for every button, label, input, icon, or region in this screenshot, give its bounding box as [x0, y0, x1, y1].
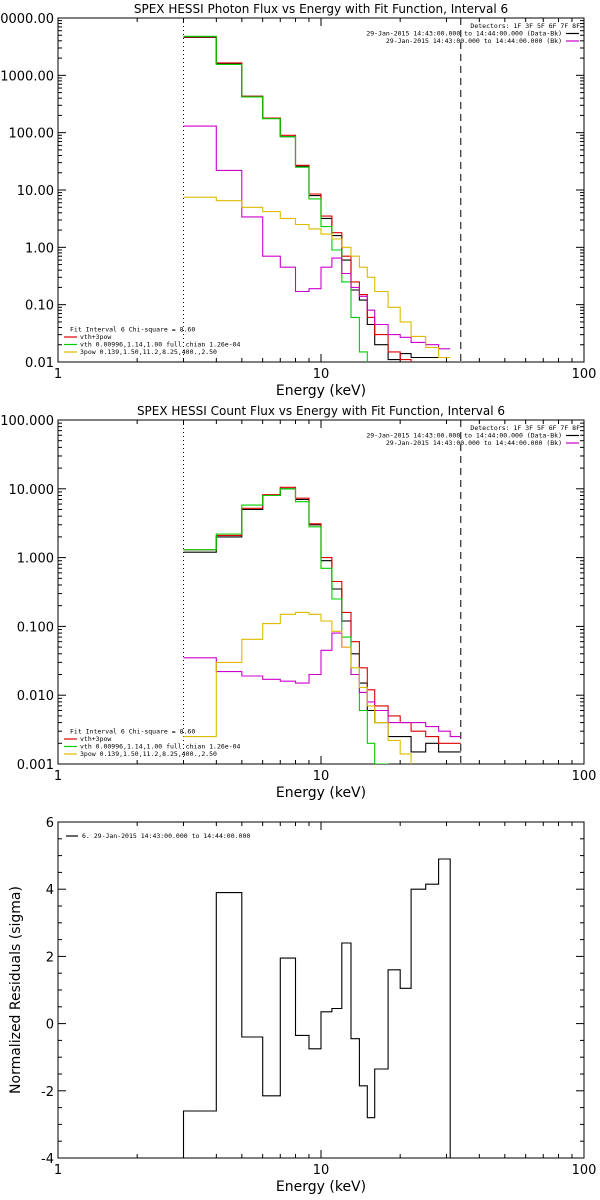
chart-title: SPEX HESSI Photon Flux vs Energy with Fi… [134, 2, 508, 16]
x-axis-label: Energy (keV) [276, 785, 366, 801]
x-tick-label: 100 [572, 1163, 597, 1178]
chart-panel-1: SPEX HESSI Photon Flux vs Energy with Fi… [0, 2, 596, 399]
y-tick-label: 100.000 [0, 414, 54, 429]
plot-frame [57, 419, 585, 765]
legend-entry: 29-Jan-2015 14:43:00.000 to 14:44:00.000… [366, 30, 562, 38]
y-tick-label: 4 [46, 883, 54, 898]
y-tick-label: 10.00 [17, 184, 54, 199]
y-tick-label: 0.100 [17, 620, 54, 635]
x-tick-label: 1 [54, 769, 62, 784]
y-tick-label: 0.001 [17, 758, 54, 773]
y-tick-label: 1.000 [17, 552, 54, 567]
y-tick-label: 0.10 [25, 299, 54, 314]
y-tick-label: 0 [46, 1018, 54, 1033]
legend-entry: 3pow 0.139,1.50,11.2,8.25,400.,2.50 [80, 348, 217, 356]
legend-entry: Detectors: 1F 3F 5F 6F 7F 8F [470, 22, 580, 30]
series-group [183, 486, 461, 764]
x-axis-label: Energy (keV) [276, 1179, 366, 1195]
legend-entry: 29-Jan-2015 14:43:00.000 to 14:44:00.000… [366, 432, 562, 440]
series-line-4 [183, 632, 461, 738]
plot-frame [57, 821, 585, 1159]
x-tick-label: 10 [313, 769, 330, 784]
chart-title: SPEX HESSI Count Flux vs Energy with Fit… [137, 404, 505, 418]
legend-entry: 29-Jan-2015 14:43:00.000 to 14:44:00.000… [386, 439, 562, 447]
y-tick-label: 100.00 [9, 127, 55, 142]
series-group [183, 35, 451, 362]
y-tick-label: 1000.00 [0, 69, 54, 84]
x-tick-label: 100 [572, 367, 597, 382]
x-tick-label: 10 [313, 367, 330, 382]
legend-entry: vth 0.00996,1.14,1.00 full chian 1.26e-0… [80, 743, 241, 751]
y-tick-label: 0.010 [17, 689, 54, 704]
series-line-2 [183, 486, 461, 744]
legend-entry: vth+3pow [80, 735, 111, 743]
series-line-5 [183, 611, 412, 764]
series-group [182, 858, 451, 1158]
series-line-3 [183, 488, 389, 764]
y-axis-label: Normalized Residuals (sigma) [8, 886, 24, 1094]
legend-entry: vth 0.00996,1.14,1.00 full chian 1.26e-0… [80, 341, 241, 349]
y-tick-label: 10000.00 [0, 12, 54, 27]
legend-entry: vth+3pow [80, 333, 111, 341]
y-tick-label: 1.00 [25, 241, 54, 256]
y-tick-label: 2 [46, 950, 54, 965]
legend-entry: Fit Interval 6 Chi-square = 8.60 [70, 728, 195, 736]
chart-panel-2: SPEX HESSI Count Flux vs Energy with Fit… [0, 404, 596, 801]
legend-entry: Fit Interval 6 Chi-square = 8.60 [70, 326, 195, 334]
series-line-5 [183, 196, 451, 359]
plot-frame [57, 17, 585, 363]
series-line-4 [183, 125, 451, 350]
series-line-1 [183, 488, 461, 753]
legend-entry: 3pow 0.139,1.50,11.2,8.25,400.,2.50 [80, 750, 217, 758]
legend-entry: 29-Jan-2015 14:43:00.000 to 14:44:00.000… [386, 37, 562, 45]
y-tick-label: 6 [46, 816, 54, 831]
x-axis-label: Energy (keV) [276, 383, 366, 399]
y-tick-label: -4 [41, 1152, 54, 1167]
chart-panel-3: 1 10 100 Energy (keV) -4 -2 0 2 4 6 Normalized Res… [8, 816, 596, 1195]
series-line-1 [182, 858, 451, 1158]
x-tick-label: 1 [54, 367, 62, 382]
x-tick-label: 10 [313, 1163, 330, 1178]
y-tick-label: 0.01 [25, 356, 54, 371]
x-tick-label: 1 [54, 1163, 62, 1178]
legend-entry: 6. 29-Jan-2015 14:43:00.000 to 14:44:00.… [82, 832, 250, 840]
y-tick-label: -2 [41, 1085, 54, 1100]
x-tick-label: 100 [572, 769, 597, 784]
series-line-3 [183, 35, 368, 362]
series-line-2 [183, 36, 412, 362]
legend-entry: Detectors: 1F 3F 5F 6F 7F 8F [470, 424, 580, 432]
y-tick-label: 10.000 [9, 483, 55, 498]
